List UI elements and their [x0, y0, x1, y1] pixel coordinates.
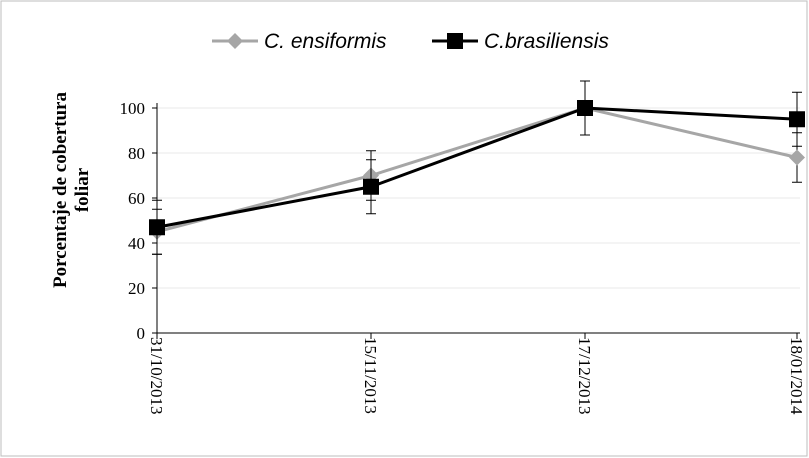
legend-marker-ensiformis [227, 33, 243, 49]
data-point [149, 219, 165, 236]
y-tick-label: 0 [137, 324, 146, 343]
y-axis-label: Porcentaje de cobertura foliar [50, 92, 93, 288]
x-tick-label: 31/10/2013 [147, 337, 166, 414]
x-axis: 31/10/2013 15/11/2013 17/12/2013 18/01/2014 [147, 103, 806, 415]
y-axis-ticks: 0 20 40 60 80 100 [120, 99, 157, 343]
data-point [577, 100, 593, 116]
series-line [156, 106, 798, 234]
y-axis-label-line2: foliar [72, 167, 93, 212]
series-brasiliensis [149, 80, 805, 255]
legend-label-brasiliensis: C.brasiliensis [484, 30, 609, 53]
y-tick-label: 40 [128, 234, 145, 253]
data-point [789, 111, 805, 128]
legend: C. ensiformis C.brasiliensis [212, 30, 609, 53]
y-tick-label: 100 [120, 99, 146, 118]
x-tick-label: 15/11/2013 [361, 337, 380, 414]
series-line [156, 106, 798, 229]
series-layer [149, 80, 805, 255]
y-tick-label: 80 [128, 144, 145, 163]
data-point [789, 149, 805, 166]
x-tick-label: 17/12/2013 [575, 337, 594, 414]
y-tick-label: 60 [128, 189, 145, 208]
gridlines [157, 107, 800, 289]
y-axis-label-line1: Porcentaje de cobertura [50, 92, 71, 288]
y-tick-label: 20 [128, 279, 145, 298]
legend-item-brasiliensis: C.brasiliensis [432, 30, 609, 53]
legend-label-ensiformis: C. ensiformis [264, 30, 387, 53]
x-tick-label: 18/01/2014 [787, 337, 806, 415]
data-point [363, 178, 379, 195]
legend-marker-brasiliensis [447, 33, 463, 49]
legend-item-ensiformis: C. ensiformis [212, 30, 387, 53]
